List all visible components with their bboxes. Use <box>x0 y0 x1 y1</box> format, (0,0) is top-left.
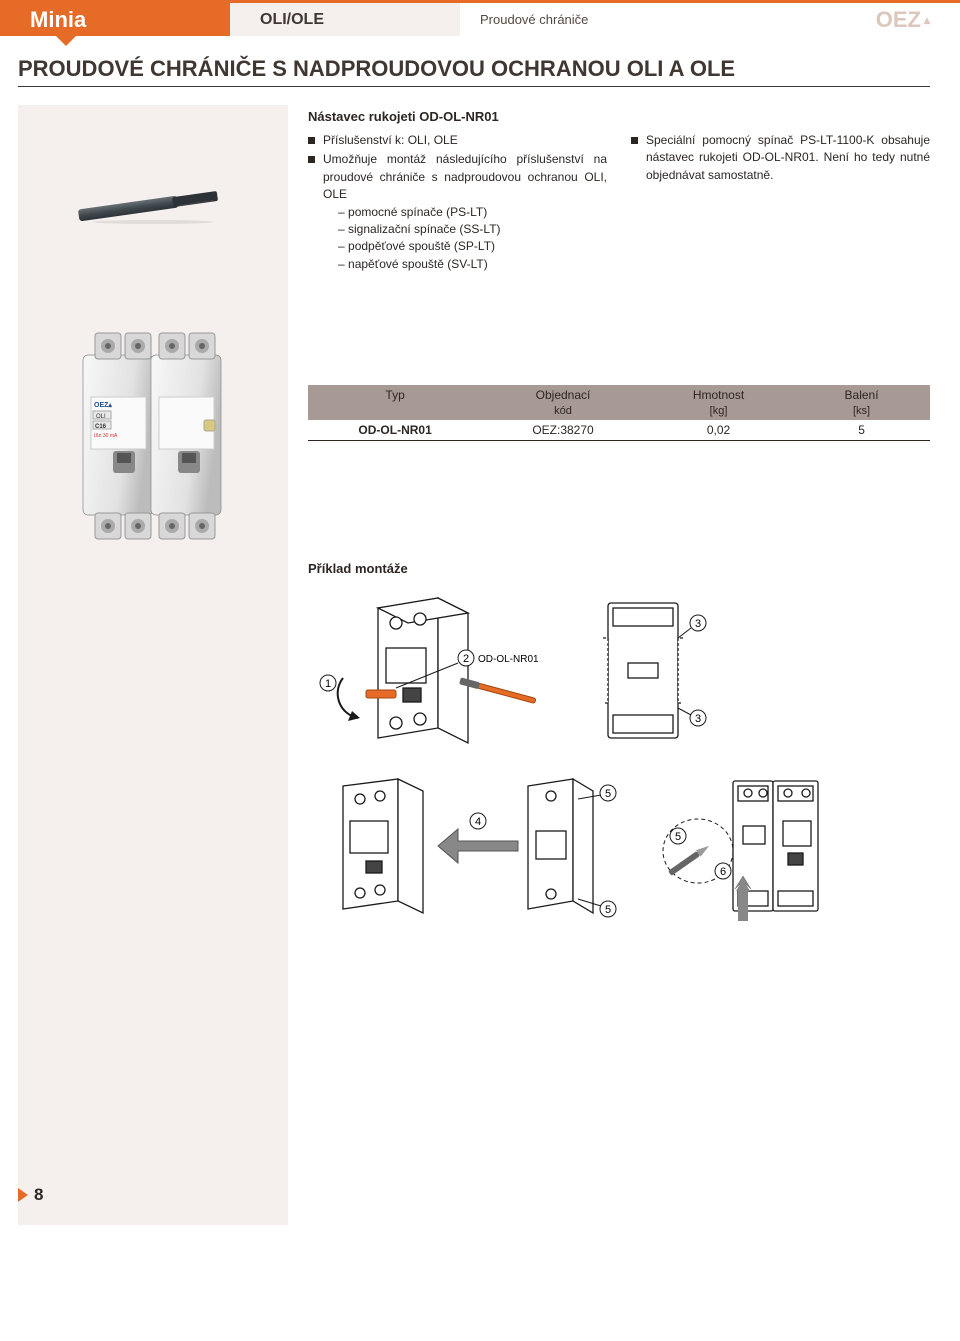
svg-text:3: 3 <box>695 618 701 630</box>
table-cell: OD-OL-NR01 <box>308 423 482 437</box>
sub-item: pomocné spínače (PS-LT) <box>338 204 607 221</box>
bullet-icon <box>631 137 638 144</box>
table-unit: kód <box>482 405 644 417</box>
page-arrow-icon <box>18 1188 28 1202</box>
diagram-step-1: 1 2 OD-OL-NR01 <box>308 588 558 753</box>
sub-item: podpěťové spouště (SP-LT) <box>338 238 607 255</box>
svg-text:OLI: OLI <box>96 414 106 420</box>
bullet-text: Speciální pomocný spínač PS-LT-1100-K ob… <box>646 132 930 184</box>
category-label: OLI/OLE <box>230 3 460 36</box>
diagram-label: OD-OL-NR01 <box>478 654 539 665</box>
subcategory-label: Proudové chrániče <box>460 3 876 36</box>
svg-text:5: 5 <box>605 904 611 916</box>
spec-right-column: Speciální pomocný spínač PS-LT-1100-K ob… <box>631 132 930 275</box>
assembly-diagrams: 1 2 OD-OL-NR01 <box>308 588 930 931</box>
bullet-icon <box>308 137 315 144</box>
brand-pointer-icon <box>56 36 76 46</box>
bullet-icon <box>308 156 315 163</box>
table-header: Balení <box>793 388 930 402</box>
brand-label: Minia <box>0 3 230 36</box>
page-title: PROUDOVÉ CHRÁNIČE S NADPROUDOVOU OCHRANO… <box>18 56 930 87</box>
breaker-photo: OEZ▴ OLI C16 IΔn 30 mA <box>68 320 238 540</box>
logo-triangle-icon: ▴ <box>924 13 930 27</box>
svg-text:3: 3 <box>695 713 701 725</box>
spec-heading: Nástavec rukojeti OD-OL-NR01 <box>308 109 930 124</box>
table-header-row: Typ Objednací Hmotnost Balení <box>308 385 930 405</box>
logo-text: OEZ▴ <box>876 3 960 36</box>
svg-text:5: 5 <box>605 788 611 800</box>
diagram-step-3: 4 5 5 <box>308 771 628 931</box>
table-cell: 0,02 <box>644 423 793 437</box>
sub-item: napěťové spouště (SV-LT) <box>338 256 607 273</box>
bullet-text: Umožňuje montáž následujícího příslušens… <box>323 152 607 201</box>
svg-text:6: 6 <box>720 866 726 878</box>
svg-text:4: 4 <box>475 816 481 828</box>
spec-left-column: Příslušenství k: OLI, OLE Umožňuje montá… <box>308 132 607 275</box>
page-number: 8 <box>18 1185 43 1205</box>
diagram-step-4: 5 6 <box>648 771 838 931</box>
header-bar: Minia OLI/OLE Proudové chrániče OEZ▴ <box>0 0 960 36</box>
diagram-step-2: 3 3 <box>578 588 718 753</box>
svg-text:2: 2 <box>463 653 469 665</box>
svg-text:IΔn 30 mA: IΔn 30 mA <box>94 433 118 439</box>
svg-text:OEZ▴: OEZ▴ <box>94 402 112 409</box>
table-cell: OEZ:38270 <box>482 423 644 437</box>
accessory-photo <box>63 170 243 240</box>
spec-columns: Příslušenství k: OLI, OLE Umožňuje montá… <box>308 132 930 275</box>
table-header: Hmotnost <box>644 388 793 402</box>
table-header: Typ <box>308 388 482 402</box>
table-header: Objednací <box>482 388 644 402</box>
example-title: Příklad montáže <box>308 561 930 576</box>
table-unit: [ks] <box>793 405 930 417</box>
table-units-row: kód [kg] [ks] <box>308 405 930 420</box>
table-row: OD-OL-NR01 OEZ:38270 0,02 5 <box>308 420 930 441</box>
product-table: Typ Objednací Hmotnost Balení kód [kg] [… <box>308 385 930 441</box>
table-unit: [kg] <box>644 405 793 417</box>
svg-text:1: 1 <box>325 678 331 690</box>
bullet-text: Příslušenství k: OLI, OLE <box>323 132 607 149</box>
svg-text:C16: C16 <box>95 424 107 430</box>
table-cell: 5 <box>793 423 930 437</box>
sub-item: signalizační spínače (SS-LT) <box>338 221 607 238</box>
svg-text:5: 5 <box>675 831 681 843</box>
image-sidebar: OEZ▴ OLI C16 IΔn 30 mA <box>18 105 288 1225</box>
